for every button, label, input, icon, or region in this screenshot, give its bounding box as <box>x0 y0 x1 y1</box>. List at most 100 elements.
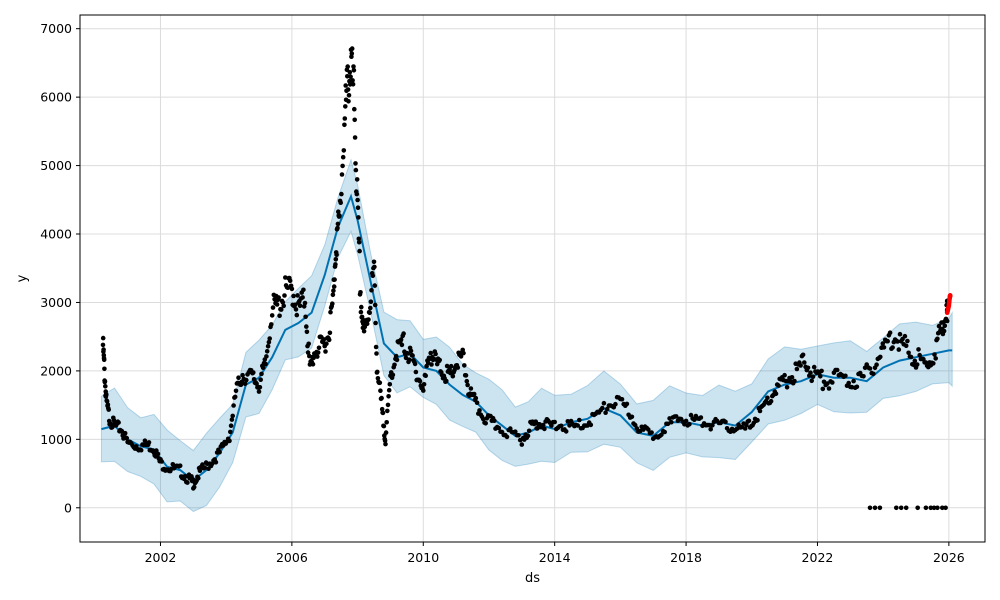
observed-point <box>902 333 908 339</box>
observed-point <box>800 352 806 358</box>
observed-point <box>342 116 348 121</box>
observed-point <box>373 320 378 326</box>
observed-point <box>282 293 287 298</box>
observed-point <box>941 328 947 334</box>
observed-point <box>371 259 377 265</box>
observed-point <box>227 438 232 444</box>
observed-point <box>281 303 287 309</box>
observed-zero-point <box>943 505 948 511</box>
observed-point <box>746 418 752 424</box>
observed-point <box>706 422 712 428</box>
observed-zero-point <box>923 505 929 511</box>
observed-point <box>624 401 630 407</box>
observed-point <box>854 384 860 390</box>
observed-point <box>468 386 474 391</box>
observed-point <box>146 440 152 445</box>
observed-point <box>352 135 358 140</box>
observed-point <box>577 417 582 423</box>
observed-point <box>100 335 106 341</box>
observed-point <box>232 394 238 400</box>
observed-point <box>342 122 347 128</box>
observed-point <box>513 429 518 435</box>
observed-point <box>291 293 296 299</box>
observed-point <box>504 434 510 440</box>
observed-zero-point <box>894 505 899 511</box>
observed-point <box>269 313 275 318</box>
observed-point <box>802 360 807 365</box>
observed-point <box>353 167 359 173</box>
observed-point <box>337 213 342 218</box>
observed-point <box>776 383 781 388</box>
observed-point <box>782 372 787 378</box>
observed-point <box>463 373 469 378</box>
observed-point <box>710 423 715 428</box>
observed-point <box>890 345 895 350</box>
observed-point <box>387 382 393 387</box>
observed-point <box>356 236 362 242</box>
observed-point <box>263 361 268 367</box>
observed-point <box>364 321 370 327</box>
observed-point <box>405 351 411 356</box>
observed-point <box>412 361 418 367</box>
observed-point <box>385 402 391 408</box>
observed-point <box>410 353 415 358</box>
observed-point <box>386 394 391 399</box>
observed-point <box>834 367 840 373</box>
observed-point <box>289 286 295 292</box>
observed-zero-point <box>867 505 873 511</box>
observed-point <box>942 323 948 329</box>
observed-point <box>381 423 387 429</box>
observed-point <box>792 378 797 384</box>
observed-point <box>330 301 335 307</box>
observed-point <box>811 364 817 370</box>
observed-point <box>315 354 320 359</box>
observed-point <box>826 386 832 391</box>
observed-point <box>356 239 362 245</box>
x-tick-label: 2022 <box>802 550 834 565</box>
observed-point <box>138 447 144 453</box>
observed-point <box>846 380 851 386</box>
observed-point <box>600 405 605 411</box>
observed-point <box>818 374 823 379</box>
observed-point <box>784 385 790 390</box>
observed-point <box>413 369 419 375</box>
uncertainty-band-layer <box>100 158 953 513</box>
observed-point <box>304 329 310 335</box>
observed-point <box>264 349 270 354</box>
observed-point <box>895 339 900 344</box>
observed-point <box>603 410 608 416</box>
observed-point <box>348 74 353 79</box>
observed-point <box>552 419 557 425</box>
x-axis-ticks: 2002 2006 2010 2014 2018 2022 2026 <box>145 542 965 565</box>
observed-point <box>935 336 940 342</box>
y-axis-label: y <box>15 274 30 282</box>
observed-point <box>124 435 130 441</box>
observed-point <box>202 465 208 471</box>
observed-point <box>267 336 273 341</box>
observed-point <box>370 273 376 279</box>
observed-zero-point <box>935 505 940 511</box>
observed-point <box>461 350 466 356</box>
observed-point <box>377 380 383 386</box>
observed-point <box>197 468 203 474</box>
observed-point <box>843 373 848 379</box>
observed-point <box>880 341 886 346</box>
observed-points-layer <box>100 46 950 511</box>
observed-point <box>327 330 333 336</box>
observed-point <box>368 299 374 305</box>
observed-point <box>874 362 879 368</box>
observed-point <box>462 363 467 368</box>
observed-point <box>105 402 111 407</box>
observed-point <box>809 378 814 384</box>
observed-point <box>542 426 547 432</box>
observed-point <box>887 330 893 336</box>
observed-point <box>368 305 373 311</box>
observed-point <box>274 302 280 307</box>
observed-point <box>305 350 311 355</box>
observed-point <box>392 362 397 368</box>
observed-point <box>378 388 383 394</box>
observed-point <box>350 78 355 83</box>
observed-point <box>437 357 443 363</box>
observed-point <box>471 391 477 397</box>
